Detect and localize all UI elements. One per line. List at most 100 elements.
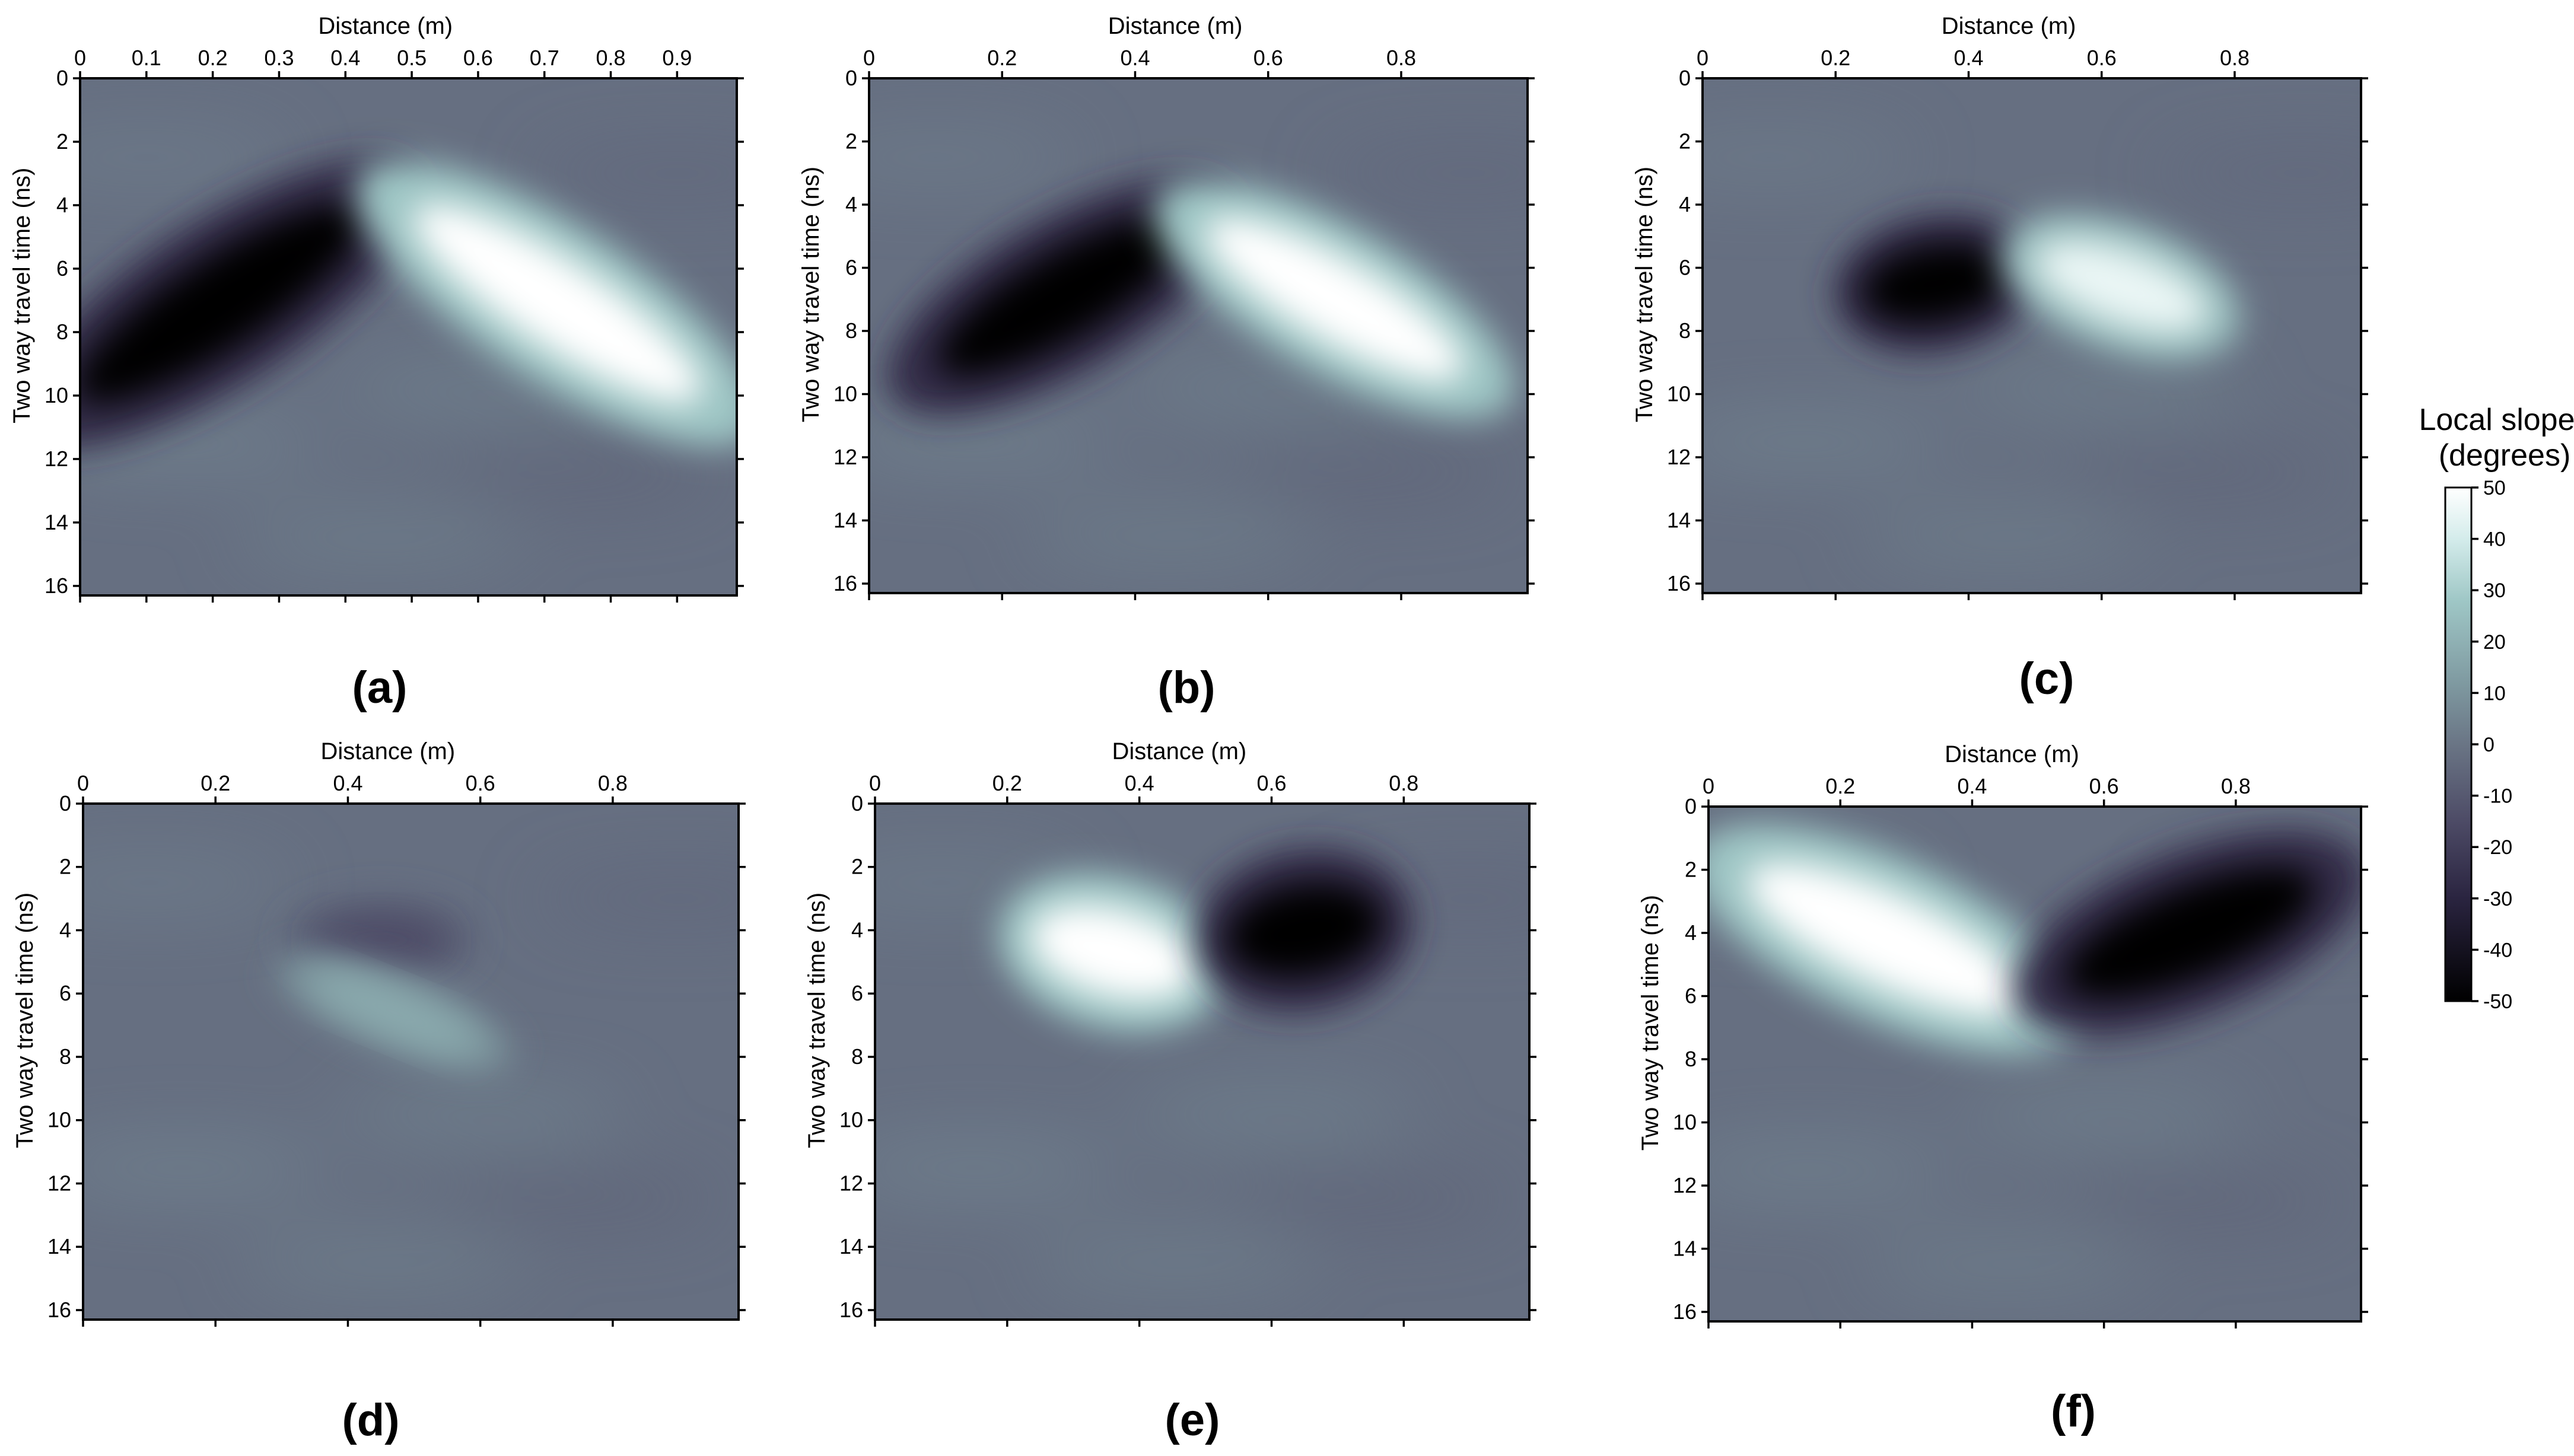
positive-slope-anomaly [2035,241,2208,333]
plot-frame [79,77,738,597]
x-tick-label: 0 [1697,46,1708,70]
panel-label: (e) [1165,1395,1220,1445]
x-tick-label: 0.6 [2087,46,2117,70]
x-tick-label: 0.8 [598,771,628,795]
y-tick-label: 6 [56,256,68,281]
negative-slope-anomaly [80,203,364,403]
heatmap-texture [875,856,1529,1289]
panel-c: 0 0.2 0.4 0.6 0.8 0 2 4 6 8 10 12 14 16 Distance (m) Tw… [1631,13,2368,704]
x-tick-label: 0.8 [2221,774,2251,798]
x-tick-label: 0.4 [333,771,362,795]
texture-band [1708,1144,1951,1196]
colorbar-tick-label: 30 [2483,579,2506,602]
x-tick-label: 0 [77,771,89,795]
texture-band [83,1142,327,1194]
x-tick-label: 0.4 [1120,46,1150,70]
y-tick-label: 6 [59,981,71,1005]
y-tick-label: 10 [44,383,68,407]
heatmap-features [998,848,1414,1033]
x-tick-label: 0.8 [1386,46,1416,70]
y-tick-label: 14 [1673,1237,1697,1261]
heatmap-features [1708,824,2361,1054]
x-tick-label: 0.6 [1256,771,1286,795]
texture-band [1028,1237,1317,1289]
x-tick-label: 0.2 [1821,46,1850,70]
y-tick-label: 6 [1679,256,1691,280]
texture-band [1703,416,1948,467]
x-tick-label: 0.8 [2220,46,2250,70]
x-tick-label: 0.4 [1125,771,1154,795]
negative-slope-anomaly [313,916,449,964]
y-tick-label: 8 [1679,318,1691,343]
texture-band [532,147,737,200]
positive-slope-anomaly [1030,906,1195,999]
heatmap-texture [80,132,737,565]
y-axis-title: Two way travel time (ns) [9,168,35,423]
x-tick-label: 0.2 [201,771,230,795]
y-axis-title: Two way travel time (ns) [804,893,830,1148]
x-tick-label: 0 [869,771,881,795]
texture-band [1226,1173,1515,1225]
texture-band [336,1088,625,1140]
y-axis-title: Two way travel time (ns) [1631,167,1657,422]
x-axis-title: Distance (m) [1945,741,2079,767]
x-tick-label: 0.9 [662,46,692,70]
y-axis-title: Two way travel time (ns) [1637,895,1663,1151]
x-tick-label: 0.8 [596,46,626,70]
y-tick-label: 16 [839,1298,863,1322]
colorbar-tick-label: -50 [2483,990,2512,1013]
y-tick-label: 0 [56,66,68,90]
y-tick-label: 10 [1673,1110,1697,1135]
heatmap-texture [869,131,1528,562]
y-tick-label: 0 [845,66,857,90]
negative-slope-anomaly [1862,244,2008,323]
colorbar-tick-label: -10 [2483,785,2512,808]
y-tick-label: 14 [47,1234,71,1259]
positive-slope-anomaly [413,205,702,403]
y-tick-label: 10 [833,382,857,406]
x-axis-title: Distance (m) [1112,738,1247,764]
colorbar: Local slopes (degrees) 50 40 30 20 10 0 -10 -20… [2419,403,2574,1013]
panel-label: (f) [2051,1386,2096,1436]
colorbar-tick-label: 0 [2483,734,2495,756]
y-tick-label: 4 [1679,192,1691,216]
panel-a: 0 0.1 0.2 0.3 0.4 0.5 0.6 0.7 0.8 0.9 0 2 4 6 8 10 12 14 1… [9,13,744,713]
y-tick-label: 4 [851,917,863,942]
x-axis-title: Distance (m) [1108,13,1243,39]
texture-band [234,512,523,565]
texture-band [2059,1175,2347,1228]
colorbar-gradient [2444,486,2473,1002]
texture-band [1023,510,1313,562]
x-tick-label: 0.7 [530,46,559,70]
plot-frame [82,802,740,1321]
texture-band [2156,147,2361,199]
x-axis-title: Distance (m) [320,738,455,764]
texture-band [869,416,1114,467]
y-tick-label: 10 [47,1108,71,1132]
y-tick-label: 16 [1667,571,1691,595]
y-tick-label: 10 [1667,382,1691,406]
colorbar-tick-label: 10 [2483,682,2506,705]
x-tick-label: 0.8 [1389,771,1418,795]
plot-frame [1707,805,2362,1323]
colorbar-tick-label: -20 [2483,836,2512,859]
negative-slope-anomaly [1226,884,1383,977]
y-tick-label: 10 [839,1108,863,1132]
texture-band [1322,147,1528,199]
x-tick-label: 0.1 [132,46,161,70]
texture-band [534,872,739,925]
texture-band [1127,1088,1416,1140]
x-tick-label: 0.3 [264,46,294,70]
x-tick-label: 0.4 [1957,774,1987,798]
texture-band [237,1237,526,1289]
y-axis-title: Two way travel time (ns) [798,167,824,422]
x-tick-label: 0.4 [330,46,360,70]
panel-label: (d) [342,1395,399,1445]
positive-slope-anomaly [1748,863,2025,1015]
y-tick-label: 8 [59,1044,71,1069]
texture-band [2056,447,2347,499]
y-tick-label: 12 [44,447,68,471]
y-axis-title: Two way travel time (ns) [12,893,38,1148]
y-tick-label: 16 [833,571,857,595]
x-tick-label: 0 [74,46,86,70]
